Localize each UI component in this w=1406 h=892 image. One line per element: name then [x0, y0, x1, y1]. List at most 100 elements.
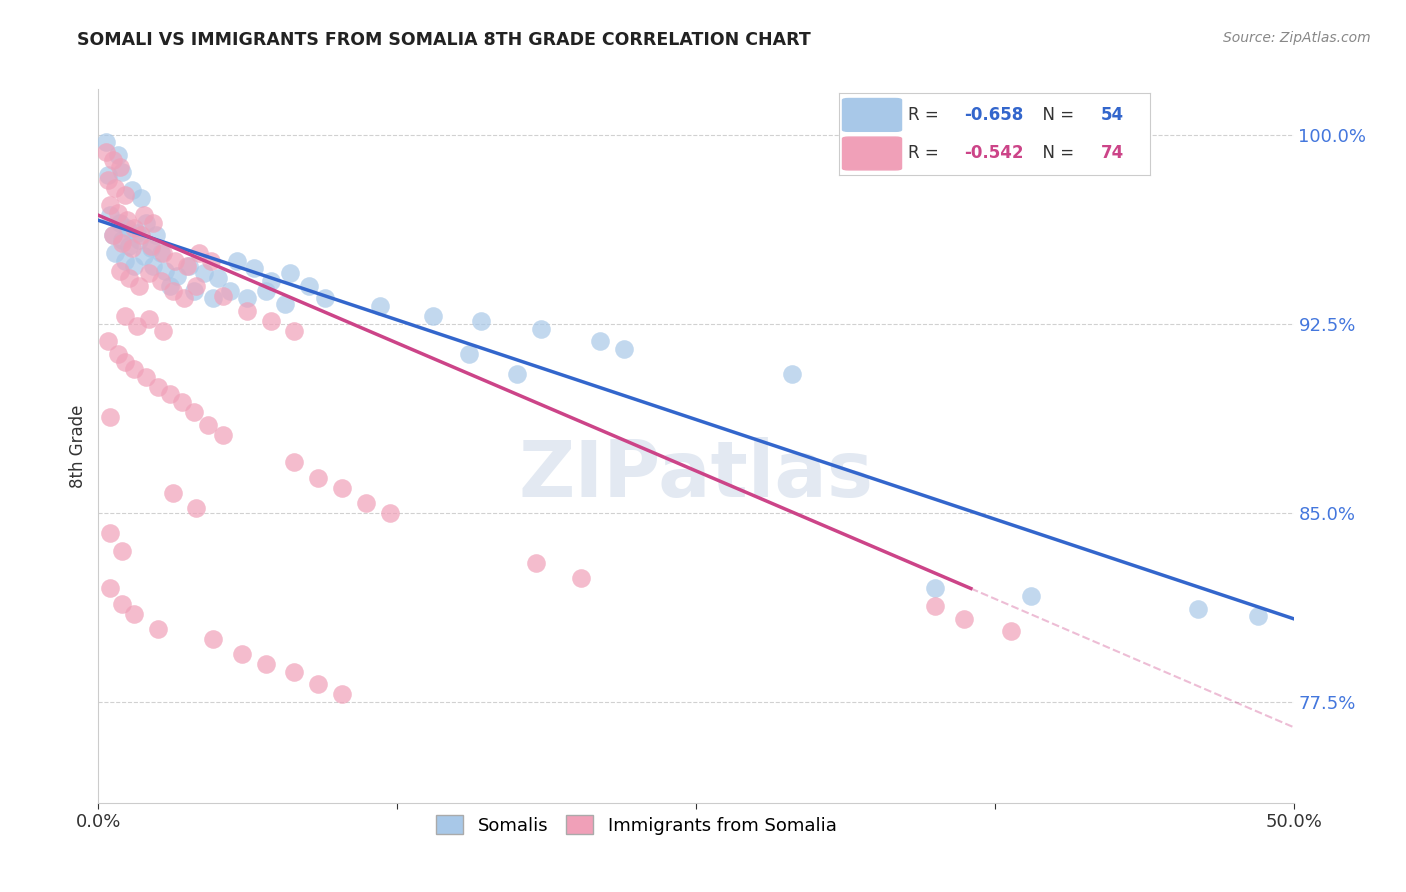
Point	[108, 264, 131, 278]
Point	[283, 455, 305, 469]
Point	[422, 309, 444, 323]
Point	[162, 284, 184, 298]
Point	[179, 259, 201, 273]
Point	[207, 271, 229, 285]
Point	[159, 387, 181, 401]
Point	[378, 506, 401, 520]
Point	[243, 261, 266, 276]
Point	[330, 481, 353, 495]
Point	[97, 168, 120, 182]
Point	[219, 284, 242, 298]
Point	[131, 228, 153, 243]
Point	[186, 278, 208, 293]
Point	[172, 395, 194, 409]
Text: ZIPatlas: ZIPatlas	[519, 436, 873, 513]
Point	[193, 266, 215, 280]
Point	[125, 319, 148, 334]
Point	[176, 259, 198, 273]
Point	[114, 309, 136, 323]
Point	[98, 208, 122, 222]
Point	[111, 235, 134, 250]
Point	[254, 284, 277, 298]
Point	[114, 354, 136, 368]
Point	[97, 334, 120, 349]
Point	[111, 543, 134, 558]
Point	[101, 153, 124, 167]
Point	[94, 145, 117, 160]
Point	[524, 556, 547, 570]
Point	[124, 607, 146, 621]
Point	[131, 191, 153, 205]
Point	[506, 367, 529, 381]
Point	[107, 147, 129, 161]
Y-axis label: 8th Grade: 8th Grade	[69, 404, 87, 488]
Point	[152, 246, 174, 260]
Point	[166, 268, 188, 283]
Legend: Somalis, Immigrants from Somalia: Somalis, Immigrants from Somalia	[427, 806, 845, 844]
Point	[97, 173, 120, 187]
Point	[107, 347, 129, 361]
Point	[211, 289, 233, 303]
Point	[104, 246, 127, 260]
Point	[132, 208, 155, 222]
Point	[298, 278, 321, 293]
Point	[283, 665, 305, 679]
Point	[183, 284, 205, 298]
Point	[124, 362, 146, 376]
Point	[197, 417, 219, 432]
Point	[111, 234, 134, 248]
Point	[1247, 609, 1270, 624]
Point	[139, 238, 162, 252]
Point	[211, 427, 233, 442]
Point	[149, 246, 172, 260]
Point	[278, 266, 301, 280]
Point	[470, 314, 492, 328]
Point	[98, 409, 122, 424]
Point	[283, 324, 305, 338]
Point	[145, 228, 167, 243]
Point	[235, 292, 257, 306]
Point	[101, 228, 124, 243]
Point	[115, 220, 138, 235]
Point	[114, 188, 136, 202]
Point	[135, 369, 157, 384]
Point	[613, 342, 636, 356]
Point	[111, 165, 134, 179]
Point	[121, 183, 143, 197]
Point	[1187, 601, 1209, 615]
Point	[200, 253, 222, 268]
Point	[254, 657, 277, 672]
Point	[187, 246, 209, 260]
Point	[139, 241, 162, 255]
Point	[952, 612, 974, 626]
Point	[530, 322, 553, 336]
Point	[118, 271, 141, 285]
Point	[569, 571, 592, 585]
Point	[307, 677, 329, 691]
Point	[162, 485, 184, 500]
Point	[1000, 624, 1022, 639]
Point	[202, 632, 225, 646]
Point	[231, 647, 253, 661]
Point	[589, 334, 612, 349]
Point	[101, 228, 124, 243]
Point	[152, 324, 174, 338]
Point	[128, 234, 150, 248]
Point	[148, 380, 170, 394]
Point	[135, 216, 157, 230]
Point	[163, 253, 186, 268]
Point	[104, 180, 127, 194]
Point	[138, 266, 160, 280]
Point	[124, 259, 146, 273]
Point	[111, 597, 134, 611]
Text: SOMALI VS IMMIGRANTS FROM SOMALIA 8TH GRADE CORRELATION CHART: SOMALI VS IMMIGRANTS FROM SOMALIA 8TH GR…	[77, 31, 811, 49]
Point	[132, 249, 155, 263]
Point	[149, 274, 172, 288]
Point	[235, 304, 257, 318]
Point	[98, 198, 122, 212]
Point	[125, 226, 148, 240]
Point	[121, 241, 143, 255]
Point	[98, 582, 122, 596]
Point	[186, 500, 208, 515]
Point	[142, 216, 165, 230]
